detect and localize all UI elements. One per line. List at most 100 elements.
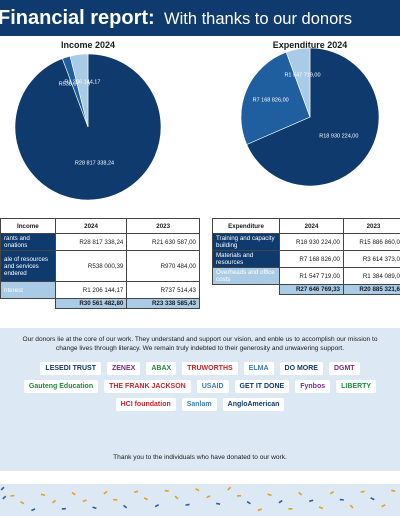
pattern-dot <box>216 502 221 505</box>
label-cell: Materials and resources <box>211 250 281 268</box>
donor-logo: AngloAmerican <box>222 398 285 411</box>
donor-logo: Sanlam <box>181 398 217 411</box>
total-row: R27 646 769,33 R20 885 321,6 <box>212 284 400 295</box>
donor-logo: DO MORE <box>279 362 323 375</box>
header-cell: 2024 <box>54 218 128 234</box>
header: Financial report: With thanks to our don… <box>0 0 400 36</box>
donor-logo: TRUWORTHS <box>182 362 238 375</box>
label-cell: ale of resources and services endered <box>0 250 56 282</box>
pattern-dot <box>391 489 396 492</box>
pattern-dot <box>360 490 365 493</box>
value-cell: R1 547 719,00 <box>279 267 344 285</box>
slice-label: R1 206 144,17 <box>64 80 100 86</box>
donor-logo: ELMA <box>243 362 274 375</box>
pattern-dot <box>0 486 5 491</box>
pattern-dot <box>82 499 87 503</box>
pie-slice <box>69 53 89 128</box>
slice-label: R18 930 224,00 <box>319 133 358 139</box>
total-cell: R30 561 482,80 <box>54 298 128 309</box>
value-cell: R3 614 373,0 <box>342 250 400 268</box>
pattern-dot <box>103 490 108 495</box>
table: Income 2024 2023 rants and onations R28 817 … <box>0 218 200 309</box>
subtitle: With thanks to our donors <box>164 10 353 28</box>
pattern-dot <box>206 495 211 499</box>
pattern-dot <box>10 494 15 497</box>
value-cell: R970 484,00 <box>126 250 200 282</box>
header-cell: Expenditure <box>211 218 281 234</box>
pie-slice <box>285 47 311 118</box>
total-row: R30 561 482,80 R23 338 585,43 <box>0 298 200 309</box>
header-cell: 2024 <box>279 218 344 234</box>
label-cell: Training and capacity building <box>211 233 281 251</box>
pattern-dot <box>40 493 46 497</box>
chart-title: Expenditure 2024 <box>272 40 348 50</box>
donor-logo: LESEDI TRUST <box>40 362 101 375</box>
pattern-dot <box>185 503 190 506</box>
pattern-dot <box>267 493 272 497</box>
value-cell: R18 930 224,00 <box>279 233 344 251</box>
pattern-dot <box>318 506 324 510</box>
pattern-dot <box>92 506 97 510</box>
table-row: Materials and resources R7 168 826,00 R3 6… <box>211 250 400 268</box>
donor-logo: USAID <box>196 380 229 393</box>
pattern-dot <box>133 490 139 494</box>
blank-cell <box>212 284 281 295</box>
pattern-dot <box>174 495 179 500</box>
header-cell: 2023 <box>342 218 400 234</box>
pattern-dot <box>309 499 314 503</box>
total-cell: R27 646 769,33 <box>279 284 344 295</box>
decorative-strip <box>0 484 400 516</box>
value-cell: R1 206 144,17 <box>54 281 128 299</box>
pattern-dot <box>2 495 7 500</box>
pattern-dot <box>20 501 25 505</box>
pattern-dot <box>31 508 36 512</box>
pattern-dot <box>288 507 293 510</box>
donor-logo: THE FRANK JACKSON <box>104 380 191 393</box>
donor-logo: LIBERTY <box>336 380 377 393</box>
donor-logo: Gauteng Education <box>23 380 99 393</box>
header-cell: Income <box>0 218 56 234</box>
blank-cell <box>0 298 56 309</box>
pattern-dot <box>143 497 149 501</box>
pattern-dot <box>164 489 169 492</box>
logos: LESEDI TRUST ZENEX ABAX TRUWORTHS ELMA DO MOR… <box>8 362 392 411</box>
table-row: nterest R1 206 144,17 R737 514,43 <box>0 281 200 299</box>
label-cell: rants and onations <box>0 233 56 251</box>
donor-logo: ABAX <box>146 362 177 375</box>
pattern-dot <box>236 494 242 497</box>
donor-logo: DGMT <box>328 362 360 375</box>
header-cell: 2023 <box>126 218 200 234</box>
donor-logo: ZENEX <box>106 362 141 375</box>
pattern-dot <box>278 499 283 504</box>
donors-section: Our donors lie at the core of our work. … <box>0 328 400 471</box>
pie-slice <box>246 47 380 187</box>
thanks: Thank you to the individuals who have do… <box>113 454 287 461</box>
pattern-dot <box>257 508 262 512</box>
pattern-dot <box>123 504 128 509</box>
table-row: ale of resources and services endered R53… <box>0 250 200 282</box>
pattern-dot <box>227 486 232 491</box>
value-cell: R28 817 338,24 <box>54 233 128 251</box>
value-cell: R7 168 826,00 <box>279 250 344 268</box>
total-cell: R23 338 585,43 <box>126 298 200 309</box>
slice-label: R7 168 826,00 <box>253 98 289 104</box>
donor-logo: Fynbos <box>295 380 331 393</box>
donor-logo: GET IT DONE <box>234 380 290 393</box>
pattern-dot <box>71 491 76 496</box>
title: Financial report: <box>0 7 155 29</box>
donor-logo: HCI foundation <box>115 398 176 411</box>
total-cell: R20 885 321,6 <box>342 284 400 295</box>
slice-label: R538 000,39 <box>59 81 91 87</box>
value-cell: R737 514,43 <box>126 281 200 299</box>
label-cell: Overheads and office costs <box>211 267 281 285</box>
pattern-dot <box>113 498 118 501</box>
chart-title: Income 2024 <box>60 40 116 50</box>
table-row: Overheads and office costs R1 547 719,00 R… <box>211 267 400 285</box>
table-row: rants and onations R28 817 338,24 R21 630 … <box>0 233 200 251</box>
label-cell: nterest <box>0 281 56 299</box>
table: Expenditure 2024 2023 Training and capacity… <box>211 218 400 295</box>
pattern-dot <box>381 504 386 508</box>
header-row: Expenditure 2024 2023 <box>211 218 400 234</box>
